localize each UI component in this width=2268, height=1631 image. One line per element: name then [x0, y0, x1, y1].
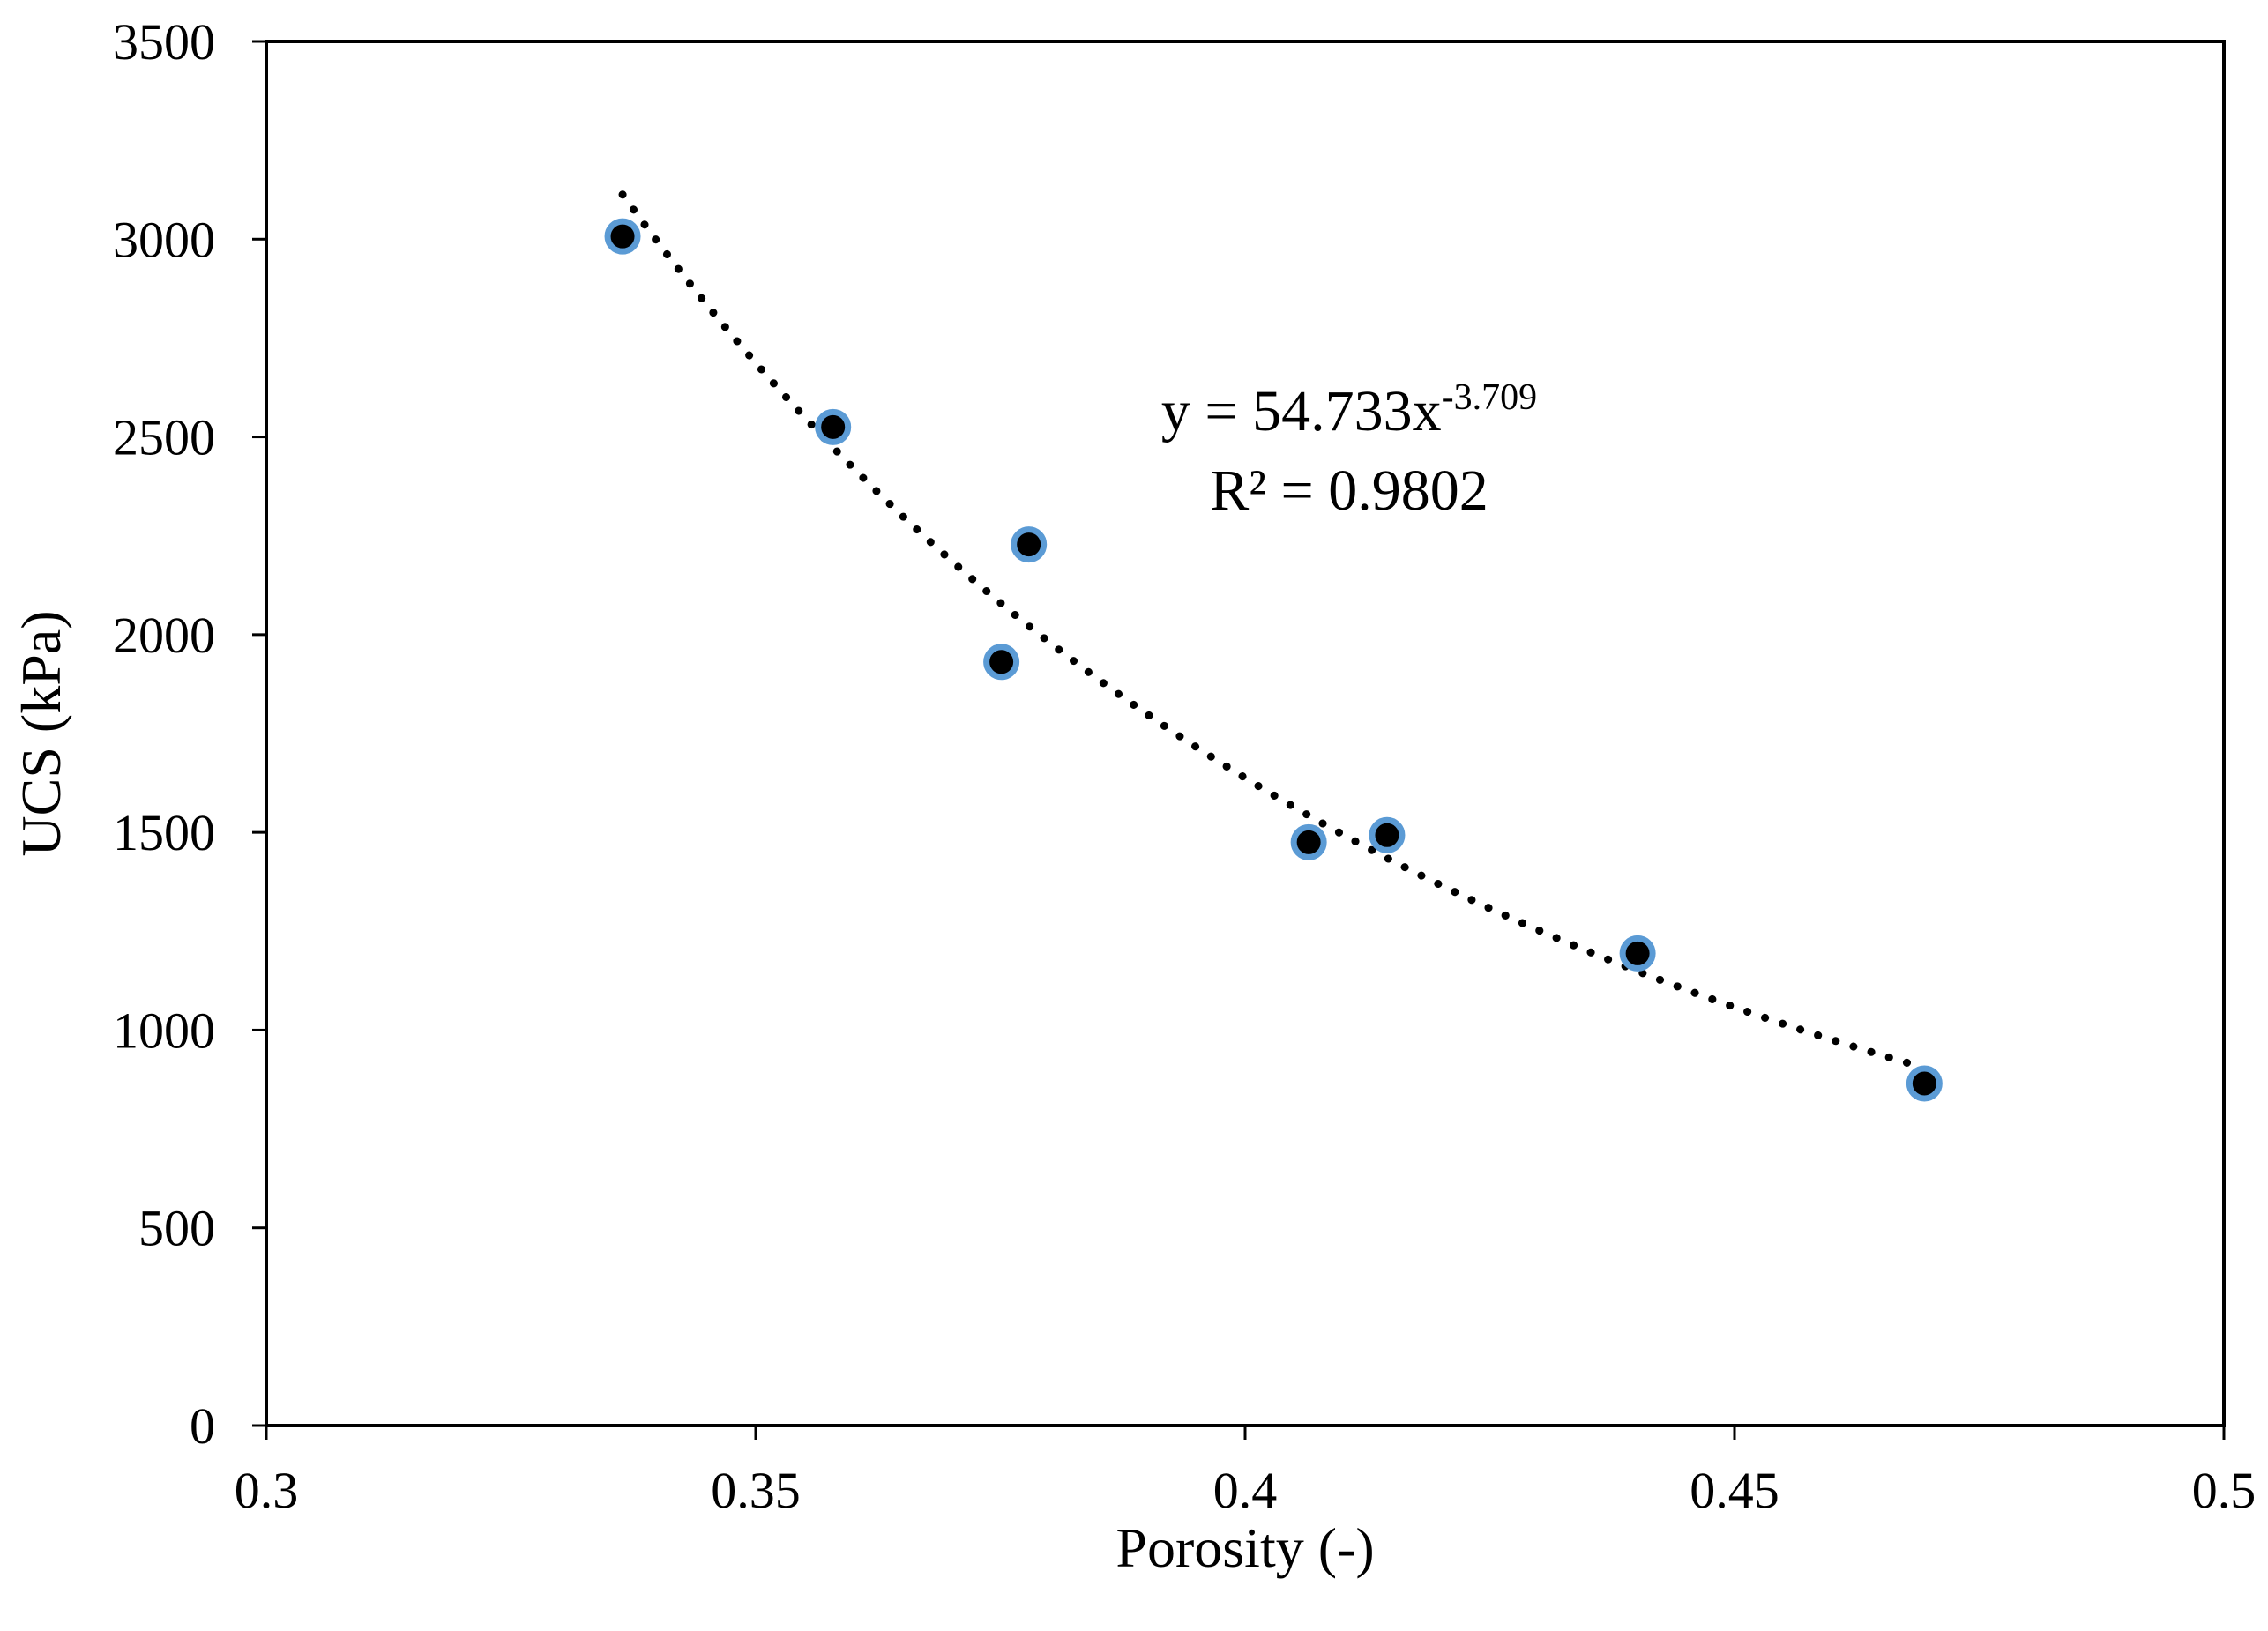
trendline-layer — [618, 190, 1929, 1072]
data-point — [604, 218, 641, 255]
data-points — [604, 218, 1943, 1102]
y-tick-label: 1000 — [113, 1002, 215, 1059]
data-point — [1619, 935, 1656, 972]
y-tick-label: 1500 — [113, 804, 215, 861]
trendline-curve — [618, 190, 1929, 1072]
equation-exponent: -3.709 — [1442, 377, 1538, 418]
y-axis-ticks: 0 500 1000 1500 2000 2500 3000 3500 — [113, 13, 266, 1455]
y-tick-label: 500 — [138, 1200, 215, 1257]
x-axis-ticks: 0.3 0.35 0.4 0.45 0.5 — [235, 1426, 2257, 1519]
x-tick-label: 0.35 — [711, 1462, 801, 1519]
data-point — [1011, 526, 1048, 563]
y-tick-label: 2500 — [113, 409, 215, 466]
x-tick-label: 0.3 — [235, 1462, 299, 1519]
y-tick-label: 0 — [190, 1397, 215, 1455]
r-squared-label: R² = 0.9802 — [1210, 458, 1488, 523]
data-point — [1906, 1065, 1943, 1102]
x-tick-label: 0.4 — [1213, 1462, 1278, 1519]
data-point — [1369, 816, 1406, 853]
y-tick-label: 2000 — [113, 607, 215, 664]
y-axis-title: UCS (kPa) — [10, 610, 72, 856]
data-point — [815, 408, 852, 445]
y-tick-label: 3000 — [113, 211, 215, 268]
x-axis-title: Porosity (-) — [1115, 1516, 1374, 1579]
data-point — [983, 644, 1020, 681]
data-point — [1290, 823, 1327, 860]
x-tick-label: 0.5 — [2192, 1462, 2257, 1519]
trendline-equation: y = 54.733x-3.709 — [1161, 377, 1537, 443]
y-tick-label: 3500 — [113, 13, 215, 71]
x-tick-label: 0.45 — [1690, 1462, 1779, 1519]
equation-base: y = 54.733x — [1161, 379, 1442, 443]
